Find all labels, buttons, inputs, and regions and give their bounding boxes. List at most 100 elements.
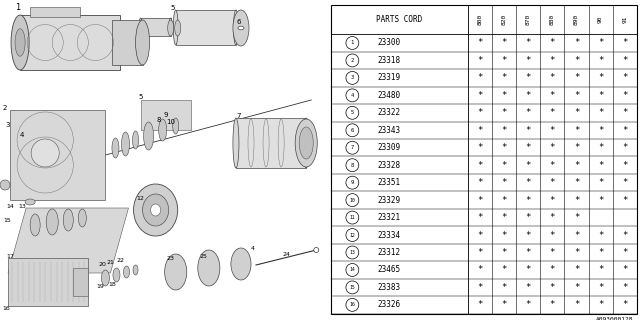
Text: A093000128: A093000128 xyxy=(596,317,634,320)
Text: *: * xyxy=(501,213,507,222)
Text: 16: 16 xyxy=(349,302,355,308)
Text: 6: 6 xyxy=(237,19,241,25)
Text: 5: 5 xyxy=(138,94,143,100)
Text: PARTS CORD: PARTS CORD xyxy=(376,15,422,24)
Text: *: * xyxy=(574,38,579,47)
Text: *: * xyxy=(525,91,531,100)
Text: *: * xyxy=(574,91,579,100)
Polygon shape xyxy=(8,208,129,273)
Text: *: * xyxy=(525,178,531,187)
Text: *: * xyxy=(501,266,507,275)
Text: *: * xyxy=(501,91,507,100)
Text: *: * xyxy=(550,266,555,275)
Ellipse shape xyxy=(233,10,249,46)
Text: *: * xyxy=(550,143,555,152)
Text: *: * xyxy=(574,108,579,117)
Text: *: * xyxy=(598,248,604,257)
Text: 23329: 23329 xyxy=(377,196,400,204)
Text: 20: 20 xyxy=(99,261,106,267)
Bar xyxy=(141,18,171,36)
Text: *: * xyxy=(622,196,627,204)
Text: *: * xyxy=(574,300,579,309)
Text: 3: 3 xyxy=(351,76,354,80)
Bar xyxy=(20,15,120,70)
Text: *: * xyxy=(598,300,604,309)
Text: *: * xyxy=(574,126,579,135)
Text: 23319: 23319 xyxy=(377,73,400,82)
Text: 3: 3 xyxy=(6,122,10,128)
Ellipse shape xyxy=(143,194,169,226)
Text: *: * xyxy=(574,178,579,187)
Ellipse shape xyxy=(78,209,86,227)
Text: *: * xyxy=(598,126,604,135)
Ellipse shape xyxy=(30,214,40,236)
Text: *: * xyxy=(574,283,579,292)
Text: *: * xyxy=(622,38,627,47)
Text: *: * xyxy=(598,161,604,170)
Text: *: * xyxy=(525,300,531,309)
Text: *: * xyxy=(501,300,507,309)
Text: *: * xyxy=(550,73,555,82)
Text: *: * xyxy=(501,230,507,240)
Text: 17: 17 xyxy=(6,253,14,259)
Text: 4: 4 xyxy=(351,93,354,98)
Text: *: * xyxy=(525,38,531,47)
Text: *: * xyxy=(501,283,507,292)
Text: *: * xyxy=(550,126,555,135)
Ellipse shape xyxy=(314,247,319,252)
Text: 23383: 23383 xyxy=(377,283,400,292)
Ellipse shape xyxy=(168,20,173,36)
Text: *: * xyxy=(501,108,507,117)
Ellipse shape xyxy=(25,199,35,205)
Text: *: * xyxy=(550,56,555,65)
Text: *: * xyxy=(622,283,627,292)
Ellipse shape xyxy=(112,138,119,158)
Text: *: * xyxy=(477,230,483,240)
Text: 12: 12 xyxy=(349,233,355,237)
Text: 22: 22 xyxy=(116,258,124,262)
Ellipse shape xyxy=(198,250,220,286)
Text: *: * xyxy=(550,300,555,309)
Text: 10: 10 xyxy=(349,198,355,203)
Text: *: * xyxy=(501,73,507,82)
Ellipse shape xyxy=(173,118,179,134)
Text: *: * xyxy=(501,143,507,152)
Text: *: * xyxy=(550,196,555,204)
Text: *: * xyxy=(598,178,604,187)
Text: *: * xyxy=(525,196,531,204)
Text: *: * xyxy=(501,196,507,204)
Text: *: * xyxy=(598,143,604,152)
Text: *: * xyxy=(622,178,627,187)
Text: *: * xyxy=(477,73,483,82)
Text: *: * xyxy=(598,266,604,275)
Text: 23480: 23480 xyxy=(377,91,400,100)
Text: *: * xyxy=(622,266,627,275)
Ellipse shape xyxy=(164,254,187,290)
Ellipse shape xyxy=(295,119,317,167)
Ellipse shape xyxy=(134,184,178,236)
Ellipse shape xyxy=(303,118,309,168)
Text: 5: 5 xyxy=(351,110,354,115)
Bar xyxy=(8,258,88,306)
Text: *: * xyxy=(477,161,483,170)
Text: *: * xyxy=(574,73,579,82)
Text: *: * xyxy=(525,126,531,135)
Text: 23321: 23321 xyxy=(377,213,400,222)
Text: *: * xyxy=(598,108,604,117)
Text: 23318: 23318 xyxy=(377,56,400,65)
Text: *: * xyxy=(622,56,627,65)
Text: *: * xyxy=(574,56,579,65)
Text: 10: 10 xyxy=(166,119,175,125)
Ellipse shape xyxy=(124,266,129,278)
Text: *: * xyxy=(477,38,483,47)
Text: 21: 21 xyxy=(106,260,115,265)
Text: 23334: 23334 xyxy=(377,230,400,240)
Text: 23322: 23322 xyxy=(377,108,400,117)
Text: *: * xyxy=(550,91,555,100)
Text: 25: 25 xyxy=(200,253,208,259)
Bar xyxy=(10,110,106,200)
Ellipse shape xyxy=(46,209,58,235)
Text: *: * xyxy=(550,230,555,240)
Text: 91: 91 xyxy=(622,16,627,23)
Text: *: * xyxy=(574,143,579,152)
